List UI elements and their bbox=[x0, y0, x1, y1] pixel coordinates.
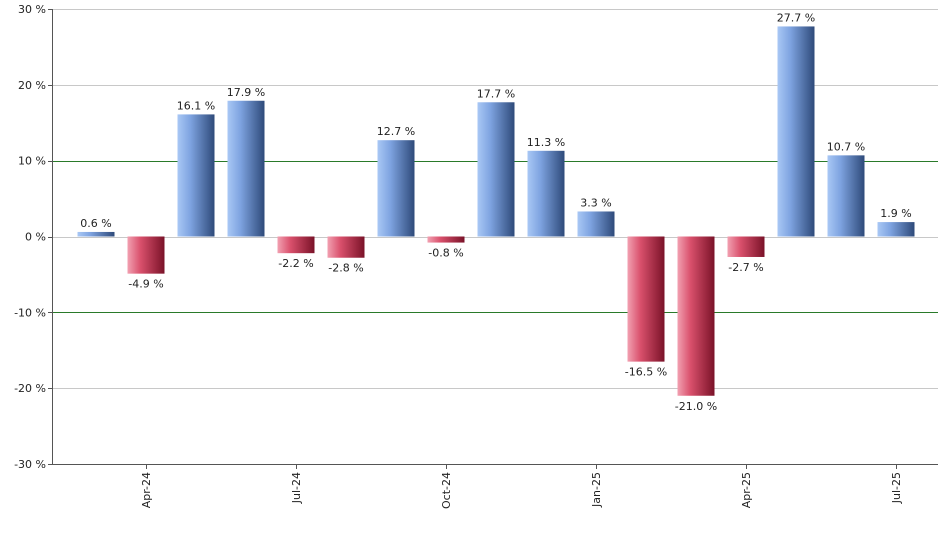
data-label: 12.7 % bbox=[377, 125, 415, 138]
y-tick-label: 20 % bbox=[18, 79, 46, 92]
x-tick-labels: Apr-24 Jul-24 Oct-24 Jan-25 Apr-25 Jul-25 bbox=[140, 472, 903, 509]
x-tick-label: Apr-25 bbox=[740, 472, 753, 508]
bar-Apr-25 bbox=[727, 236, 765, 257]
bar-Mar-25 bbox=[677, 236, 715, 396]
bar-Sep-24 bbox=[377, 140, 415, 237]
data-label: 0.6 % bbox=[80, 217, 111, 230]
y-tick-label: -30 % bbox=[14, 458, 46, 471]
bar-Jul-24 bbox=[277, 236, 315, 254]
bar-Dec-24 bbox=[527, 150, 565, 237]
x-tick-label: Jul-25 bbox=[890, 472, 903, 504]
data-label: -21.0 % bbox=[675, 400, 717, 413]
bar-May-24 bbox=[177, 114, 215, 237]
data-label: 10.7 % bbox=[827, 140, 865, 153]
x-tick-label: Jan-25 bbox=[590, 472, 603, 508]
data-label: 17.9 % bbox=[227, 86, 265, 99]
y-tick-label: 30 % bbox=[18, 3, 46, 16]
data-label: -2.2 % bbox=[278, 257, 313, 270]
y-tick-label: -20 % bbox=[14, 382, 46, 395]
data-label: 3.3 % bbox=[580, 196, 611, 209]
bar-Apr-24 bbox=[127, 236, 165, 274]
y-tick-labels: 30 % 20 % 10 % 0 % -10 % -20 % -30 % bbox=[14, 3, 46, 471]
bars bbox=[77, 26, 915, 396]
axes bbox=[48, 9, 938, 469]
x-tick-label: Jul-24 bbox=[290, 472, 303, 504]
data-label: -0.8 % bbox=[428, 247, 463, 260]
bar-Jul-25 bbox=[877, 222, 915, 237]
data-label: 11.3 % bbox=[527, 136, 565, 149]
data-label: -16.5 % bbox=[625, 366, 667, 379]
data-label: -4.9 % bbox=[128, 278, 163, 291]
bar-Jun-25 bbox=[827, 155, 865, 237]
bar-Feb-25 bbox=[627, 236, 665, 362]
y-tick-label: -10 % bbox=[14, 306, 46, 319]
data-label: 1.9 % bbox=[880, 207, 911, 220]
data-label: -2.8 % bbox=[328, 262, 363, 275]
bar-Jun-24 bbox=[227, 100, 265, 237]
data-label: 27.7 % bbox=[777, 11, 815, 24]
bar-Oct-24 bbox=[427, 236, 465, 243]
x-tick-label: Oct-24 bbox=[440, 472, 453, 509]
x-tick-label: Apr-24 bbox=[140, 472, 153, 508]
bar-Jan-25 bbox=[577, 211, 615, 237]
y-tick-label: 10 % bbox=[18, 155, 46, 168]
bar-Nov-24 bbox=[477, 102, 515, 237]
y-tick-label: 0 % bbox=[25, 231, 46, 244]
bar-Mar-24 bbox=[77, 231, 115, 237]
bar-Aug-24 bbox=[327, 236, 365, 258]
data-label: 17.7 % bbox=[477, 87, 515, 100]
data-labels: 0.6 % -4.9 % 16.1 % 17.9 % -2.2 % -2.8 % 12.7 … bbox=[80, 11, 911, 412]
data-label: 16.1 % bbox=[177, 99, 215, 112]
data-label: -2.7 % bbox=[728, 261, 763, 274]
bar-May-25 bbox=[777, 26, 815, 237]
